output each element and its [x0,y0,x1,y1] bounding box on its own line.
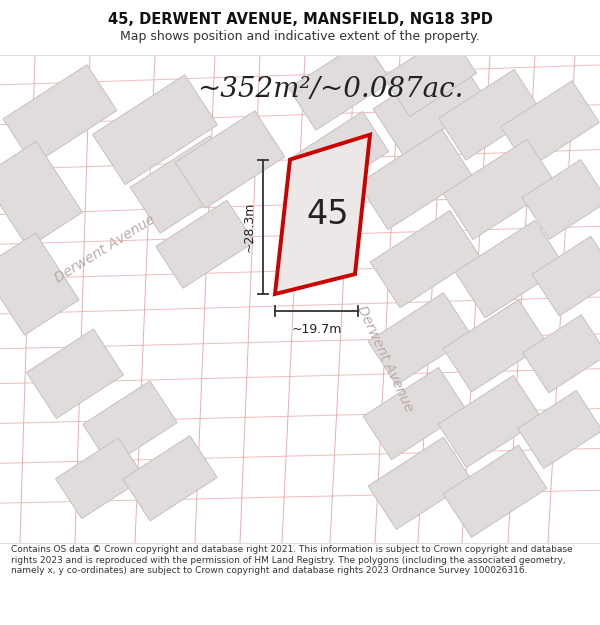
Bar [123,436,217,521]
Bar [92,75,217,184]
Bar [443,139,557,239]
Bar [175,111,285,208]
Bar [523,315,600,392]
Text: ~352m²/~0.087ac.: ~352m²/~0.087ac. [197,76,463,103]
Bar [373,55,487,155]
Bar [501,81,599,169]
Text: Derwent Avenue: Derwent Avenue [354,303,416,414]
Bar [55,438,145,519]
Bar [26,329,124,418]
Bar [455,221,565,318]
Bar [130,136,240,233]
Bar [439,69,541,160]
Text: Contains OS data © Crown copyright and database right 2021. This information is : Contains OS data © Crown copyright and d… [11,546,572,575]
Bar [83,381,177,466]
Bar [368,292,472,385]
Bar [370,211,480,308]
Bar [438,376,542,468]
Bar [0,141,82,248]
Bar [443,445,547,538]
Bar [291,111,389,198]
Text: Derwent Avenue: Derwent Avenue [52,213,158,286]
Text: Map shows position and indicative extent of the property.: Map shows position and indicative extent… [120,30,480,43]
Text: 45: 45 [307,198,349,231]
Bar [443,299,547,392]
Bar [383,33,476,117]
Bar [156,200,254,288]
Bar [518,391,600,469]
Polygon shape [275,134,370,294]
Bar [358,129,472,229]
Bar [368,437,472,529]
Text: ~28.3m: ~28.3m [242,202,256,252]
Text: ~19.7m: ~19.7m [292,323,341,336]
Bar [3,64,117,165]
Bar [363,368,467,459]
Text: 45, DERWENT AVENUE, MANSFIELD, NG18 3PD: 45, DERWENT AVENUE, MANSFIELD, NG18 3PD [107,12,493,27]
Bar [522,159,600,239]
Bar [532,236,600,316]
Bar [0,233,79,335]
Bar [289,39,391,130]
